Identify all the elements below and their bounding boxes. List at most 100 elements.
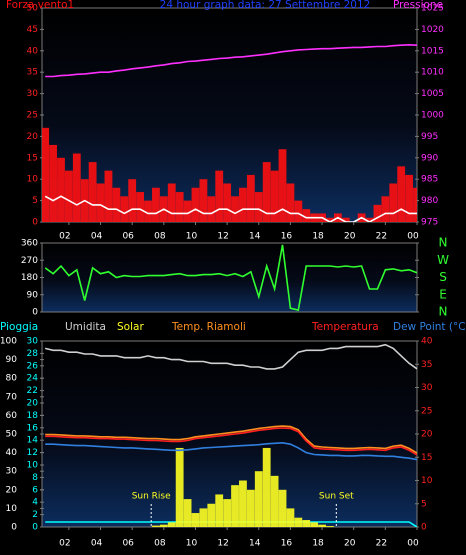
y-tick-label: 1020 — [421, 25, 444, 35]
bar — [104, 170, 113, 222]
bar — [167, 522, 176, 527]
y-tick-label: 985 — [421, 175, 438, 185]
y-tick-label: 26 — [27, 361, 39, 371]
x-tick-label: 12 — [217, 232, 228, 242]
line — [45, 343, 417, 370]
x-tick-label: 10 — [186, 539, 198, 549]
y-tick-label: 20 — [27, 399, 39, 409]
bar — [239, 187, 247, 222]
bar — [310, 522, 319, 527]
bar — [215, 170, 224, 222]
y-tick-label: 0 — [32, 218, 38, 228]
annotation: Sun Rise — [132, 492, 171, 502]
bar — [397, 166, 406, 222]
y-tick-label: 1000 — [421, 111, 444, 121]
y-tick-label: 50 — [6, 430, 18, 440]
y-tick-label: 14 — [27, 436, 39, 446]
y-tick-label: 0 — [32, 523, 38, 533]
legend-entry: Dew Point (°C) — [393, 321, 466, 333]
y-tick-label: 50 — [27, 4, 39, 14]
y-tick-label: 30 — [421, 383, 433, 393]
bar — [262, 162, 271, 222]
x-tick-label: 06 — [122, 539, 134, 549]
y-tick-label: 35 — [421, 360, 432, 370]
y-tick-label: 180 — [21, 273, 38, 283]
y-tick-label: 20 — [6, 485, 18, 495]
line — [45, 425, 417, 454]
y-tick-label: 70 — [6, 392, 18, 402]
bar — [246, 174, 255, 222]
bar — [88, 162, 97, 222]
bar — [144, 200, 152, 222]
y-tick-label: 22 — [27, 386, 38, 396]
y-tick-label: 2 — [32, 510, 38, 520]
y-tick-label: 25 — [27, 111, 38, 121]
y-tick-label: 90 — [27, 290, 39, 300]
bar — [152, 187, 160, 222]
y-tick-label: 100 — [0, 337, 17, 347]
annotation: Sun Set — [319, 492, 354, 502]
bar — [262, 447, 271, 527]
y-tick-label: 12 — [27, 448, 38, 458]
line — [44, 244, 417, 312]
y-tick-label: 30 — [27, 337, 39, 347]
x-tick-label: 20 — [344, 232, 356, 242]
y-tick-label: E — [439, 287, 447, 301]
y-tick-label: 270 — [21, 256, 38, 266]
line — [45, 43, 417, 78]
y-tick-label: 35 — [27, 68, 38, 78]
bar — [72, 153, 81, 222]
bar — [215, 494, 224, 527]
bar — [294, 517, 303, 527]
bar — [64, 170, 73, 222]
x-tick-label: 08 — [154, 539, 166, 549]
y-tick-label: 1025 — [421, 4, 444, 14]
bar — [42, 127, 50, 222]
bar — [270, 170, 279, 222]
y-tick-label: 40 — [27, 46, 39, 56]
bar — [278, 489, 287, 527]
y-tick-label: 18 — [27, 411, 39, 421]
y-tick-label: 360 — [21, 239, 38, 249]
legend-entry: Temp. Riamoli — [171, 321, 246, 333]
series-layer — [42, 43, 417, 222]
y-tick-label: 90 — [6, 355, 18, 365]
y-tick-label: 20 — [27, 132, 39, 142]
bar — [207, 196, 216, 222]
series-layer — [45, 343, 417, 527]
line — [44, 195, 417, 222]
x-tick-label: 18 — [312, 232, 324, 242]
bar — [223, 499, 232, 527]
y-tick-label: 6 — [32, 485, 38, 495]
y-tick-label: 0 — [421, 523, 427, 533]
x-tick-label: 04 — [91, 539, 103, 549]
bar — [175, 447, 184, 527]
x-tick-label: 02 — [59, 232, 70, 242]
legend-entry: Temperatura — [311, 321, 379, 333]
y-tick-label: S — [439, 270, 447, 284]
y-tick-label: 28 — [27, 349, 39, 359]
bar — [231, 196, 239, 222]
chart-title: 24 hour graph data: 27 Settembre 2012 — [160, 0, 371, 11]
y-tick-label: 30 — [6, 467, 18, 477]
y-tick-label: 1015 — [421, 46, 444, 56]
series-layer — [44, 244, 417, 312]
y-tick-label: 10 — [6, 504, 18, 514]
bar — [175, 192, 184, 222]
x-tick-label: 12 — [217, 539, 228, 549]
y-tick-label: 30 — [27, 89, 39, 99]
bar — [326, 217, 334, 222]
x-tick-label: 14 — [249, 539, 261, 549]
legend-entry: Solar — [117, 321, 144, 333]
y-tick-label: 24 — [27, 374, 39, 384]
y-tick-label: 80 — [6, 374, 18, 384]
x-tick-label: 22 — [376, 232, 387, 242]
y-tick-label: 10 — [27, 175, 39, 185]
y-tick-label: 8 — [32, 473, 38, 483]
legend-entry: Pressione — [393, 0, 443, 11]
legend-entry: Pioggia — [0, 321, 38, 333]
bar — [302, 520, 311, 527]
bar — [254, 192, 263, 222]
